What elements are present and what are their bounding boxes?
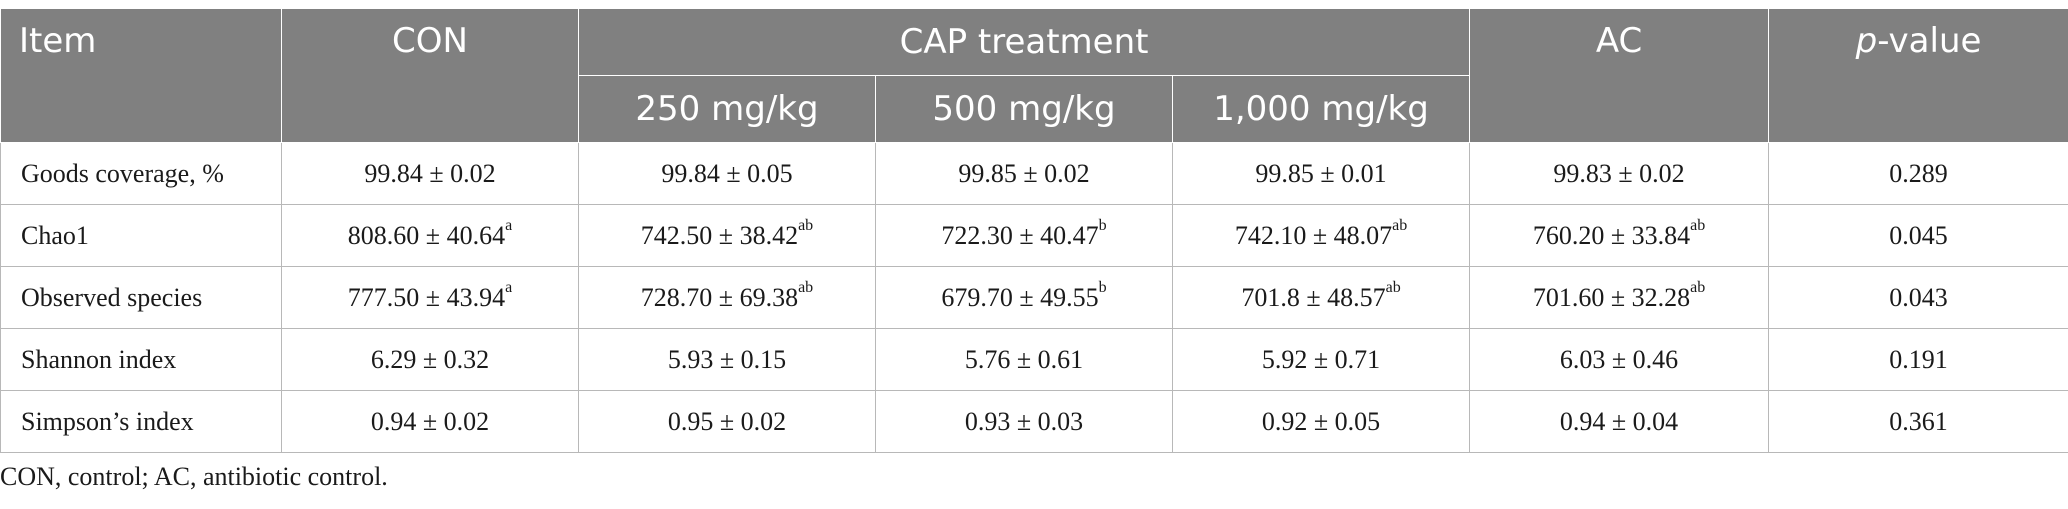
cell-cap-1000: 0.92 ± 0.05 <box>1171 390 1471 453</box>
row-label: Shannon index <box>0 328 282 391</box>
cell-cap-500: 722.30 ± 40.47b <box>875 204 1173 267</box>
table-row: Goods coverage, % 99.84 ± 0.02 99.84 ± 0… <box>0 142 2068 205</box>
cell-p-value: 0.289 <box>1768 142 2068 205</box>
header-cap-treatment: CAP treatment <box>577 8 1471 76</box>
cell-con: 6.29 ± 0.32 <box>281 328 579 391</box>
alpha-diversity-table: Item CON CAP treatment AC p-value 250 mg… <box>0 8 2068 453</box>
header-con: CON <box>281 8 579 143</box>
cell-cap-250: 742.50 ± 38.42ab <box>578 204 876 267</box>
table-footnote: CON, control; AC, antibiotic control. <box>0 462 388 491</box>
cell-con: 777.50 ± 43.94a <box>281 266 579 329</box>
cell-p-value: 0.045 <box>1768 204 2068 267</box>
header-p-letter: p <box>1855 21 1878 61</box>
cell-cap-500: 679.70 ± 49.55b <box>875 266 1173 329</box>
cell-con: 0.94 ± 0.02 <box>281 390 579 453</box>
table-row: Observed species 777.50 ± 43.94a 728.70 … <box>0 266 2068 329</box>
cell-cap-500: 5.76 ± 0.61 <box>875 328 1173 391</box>
cell-p-value: 0.043 <box>1768 266 2068 329</box>
cell-ac: 99.83 ± 0.02 <box>1469 142 1770 205</box>
table-row: Chao1 808.60 ± 40.64a 742.50 ± 38.42ab 7… <box>0 204 2068 267</box>
cell-cap-1000: 99.85 ± 0.01 <box>1171 142 1471 205</box>
header-cap-1000: 1,000 mg/kg <box>1171 75 1471 143</box>
row-label: Simpson’s index <box>0 390 282 453</box>
cell-ac: 0.94 ± 0.04 <box>1469 390 1770 453</box>
header-p-suffix: -value <box>1877 21 1982 61</box>
cell-cap-250: 0.95 ± 0.02 <box>578 390 876 453</box>
cell-cap-250: 728.70 ± 69.38ab <box>578 266 876 329</box>
header-cap-250: 250 mg/kg <box>578 75 876 143</box>
cell-con: 99.84 ± 0.02 <box>281 142 579 205</box>
row-label: Goods coverage, % <box>0 142 282 205</box>
table-row: Shannon index 6.29 ± 0.32 5.93 ± 0.15 5.… <box>0 328 2068 391</box>
row-label: Observed species <box>0 266 282 329</box>
header-p-value: p-value <box>1768 8 2068 143</box>
cell-cap-1000: 742.10 ± 48.07ab <box>1171 204 1471 267</box>
cell-cap-1000: 701.8 ± 48.57ab <box>1171 266 1471 329</box>
header-ac: AC <box>1469 8 1770 143</box>
header-item: Item <box>0 8 282 143</box>
cell-cap-500: 0.93 ± 0.03 <box>875 390 1173 453</box>
row-label: Chao1 <box>0 204 282 267</box>
cell-ac: 6.03 ± 0.46 <box>1469 328 1770 391</box>
cell-p-value: 0.361 <box>1768 390 2068 453</box>
cell-p-value: 0.191 <box>1768 328 2068 391</box>
results-table-container: Item CON CAP treatment AC p-value 250 mg… <box>0 8 2068 453</box>
table-header: Item CON CAP treatment AC p-value 250 mg… <box>0 8 2068 143</box>
cell-cap-250: 99.84 ± 0.05 <box>578 142 876 205</box>
cell-cap-1000: 5.92 ± 0.71 <box>1171 328 1471 391</box>
cell-ac: 701.60 ± 32.28ab <box>1469 266 1770 329</box>
header-cap-500: 500 mg/kg <box>875 75 1173 143</box>
cell-cap-250: 5.93 ± 0.15 <box>578 328 876 391</box>
cell-ac: 760.20 ± 33.84ab <box>1469 204 1770 267</box>
table-body: Goods coverage, % 99.84 ± 0.02 99.84 ± 0… <box>0 142 2068 453</box>
cell-con: 808.60 ± 40.64a <box>281 204 579 267</box>
table-row: Simpson’s index 0.94 ± 0.02 0.95 ± 0.02 … <box>0 390 2068 453</box>
cell-cap-500: 99.85 ± 0.02 <box>875 142 1173 205</box>
